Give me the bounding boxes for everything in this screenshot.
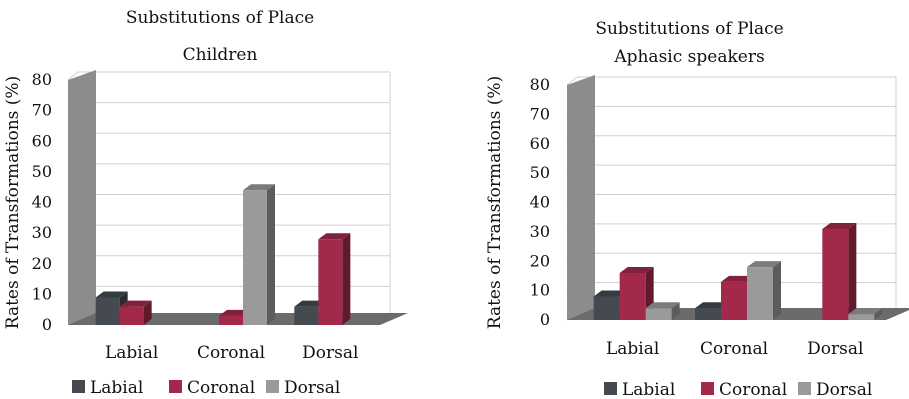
bar-side xyxy=(848,222,857,320)
y-tick-label: 50 xyxy=(32,162,52,181)
x-tick-label: Coronal xyxy=(197,343,265,363)
legend-swatch xyxy=(72,380,85,393)
x-tick-label: Coronal xyxy=(700,339,768,359)
y-tick-label: 0 xyxy=(540,310,550,329)
bar-top xyxy=(645,302,680,309)
bar-front xyxy=(747,267,773,320)
bar-top xyxy=(243,184,275,191)
chart-title: Substitutions of Place xyxy=(595,19,784,39)
bar-front xyxy=(243,190,267,325)
x-tick-label: Dorsal xyxy=(807,339,863,359)
bar-side xyxy=(267,184,275,325)
y-tick-label: 70 xyxy=(530,104,550,123)
x-tick-label: Dorsal xyxy=(302,343,358,363)
gridline xyxy=(566,76,578,86)
bar-front xyxy=(119,306,144,325)
y-tick-label: 20 xyxy=(530,251,550,270)
chart-aphasic: Substitutions of Place Aphasic speakers … xyxy=(470,0,909,399)
bar-side xyxy=(143,300,152,325)
bar-front xyxy=(848,314,875,320)
bar xyxy=(848,308,883,320)
bar-front xyxy=(95,297,120,325)
bar-top xyxy=(593,290,628,297)
legend-swatch xyxy=(701,382,714,395)
legend-label: Dorsal xyxy=(816,380,872,399)
x-tick-label: Labial xyxy=(606,339,659,359)
bar-front xyxy=(318,239,343,325)
bar xyxy=(822,222,857,320)
legend-label: Labial xyxy=(622,380,675,399)
bar-top xyxy=(747,261,781,268)
x-tick-label: Labial xyxy=(105,343,158,363)
bar-top xyxy=(695,302,729,309)
bar-side xyxy=(342,233,351,325)
bar-top xyxy=(721,275,755,282)
y-tick-label: 50 xyxy=(530,163,550,182)
bar-front xyxy=(721,281,747,320)
bar-front xyxy=(695,308,721,320)
gridline xyxy=(67,71,79,81)
bar-side xyxy=(874,308,883,320)
bar-front xyxy=(619,273,646,320)
bar-front xyxy=(645,308,672,320)
side-wall xyxy=(68,70,96,325)
bar xyxy=(619,267,654,320)
bar-front xyxy=(219,315,243,325)
y-tick-label: 10 xyxy=(530,281,550,300)
y-tick-label: 20 xyxy=(32,254,52,273)
y-tick-label: 80 xyxy=(32,70,52,89)
chart-subtitle: Children xyxy=(182,45,258,65)
chart-aphasic-plot: 0 10 20 30 40 50 60 70 80 Rates of Transformation… xyxy=(485,75,909,399)
bar-side xyxy=(671,302,680,320)
y-tick-label: 70 xyxy=(32,101,52,120)
y-tick-label: 40 xyxy=(32,193,52,212)
legend-swatch xyxy=(266,380,279,393)
bar-top xyxy=(848,308,883,315)
bar-front xyxy=(593,296,620,320)
bar xyxy=(645,302,680,320)
chart-title: Substitutions of Place xyxy=(125,8,315,28)
bar xyxy=(747,261,781,320)
y-tick-label: 60 xyxy=(32,131,52,150)
legend-label: Labial xyxy=(90,378,143,398)
y-tick-label: 80 xyxy=(530,75,550,94)
bar-top xyxy=(619,267,654,273)
legend-swatch xyxy=(169,380,182,393)
y-tick-label: 0 xyxy=(42,315,52,334)
chart-children-plot: 0 10 20 30 40 50 60 70 80 Rates of Transformation… xyxy=(3,70,408,398)
y-tick-label: 30 xyxy=(32,223,52,242)
legend-label: Coronal xyxy=(719,380,787,399)
bar-front xyxy=(822,228,849,320)
legend-swatch xyxy=(604,382,617,395)
legend-label: Dorsal xyxy=(284,378,340,398)
bar-side xyxy=(773,261,781,320)
bar xyxy=(243,184,275,325)
legend-label: Coronal xyxy=(187,378,255,398)
bar-top xyxy=(318,233,351,240)
y-axis-label: Rates of Transformations (%) xyxy=(3,76,23,329)
y-tick-label: 10 xyxy=(32,284,52,303)
chart-children: Substitutions of Place Children 0 10 20 30 4… xyxy=(0,0,440,399)
bar-top xyxy=(822,222,857,229)
chart-subtitle: Aphasic speakers xyxy=(614,47,765,67)
bar-top xyxy=(119,300,152,307)
bar xyxy=(318,233,351,325)
bar-front xyxy=(294,306,319,325)
legend-swatch xyxy=(798,382,811,395)
bar-top xyxy=(95,291,128,298)
bar xyxy=(119,300,152,325)
y-axis-label: Rates of Transformations (%) xyxy=(485,76,505,329)
side-wall xyxy=(567,75,595,320)
y-tick-label: 30 xyxy=(530,222,550,241)
y-tick-label: 40 xyxy=(530,193,550,212)
y-tick-label: 60 xyxy=(530,134,550,153)
